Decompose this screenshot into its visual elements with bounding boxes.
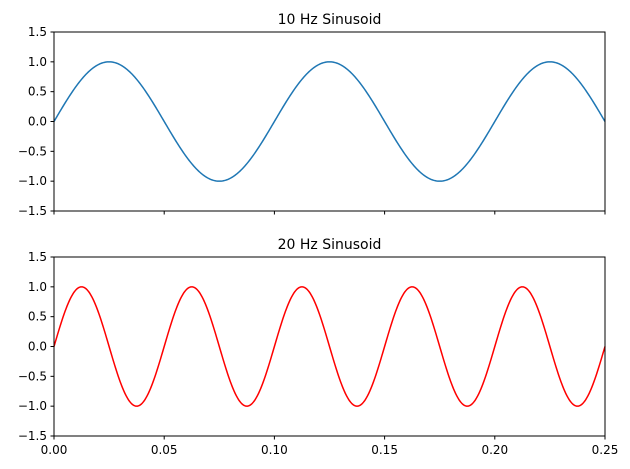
y-tick-label: 0.5	[28, 310, 47, 324]
plot-frame	[53, 31, 606, 212]
y-tick-label: 1.0	[28, 280, 47, 294]
y-tick-label: −1.0	[18, 399, 47, 413]
y-tick-label: 1.5	[28, 25, 47, 39]
series-line-20hz	[53, 286, 606, 407]
y-tick-label: 0.0	[28, 340, 47, 354]
y-tick-label: −1.0	[18, 174, 47, 188]
chart-10hz: 10 Hz Sinusoid −1.5 −1.0 −0.5 0.0 0.5 1.0 1.5	[18, 12, 606, 218]
x-tick-label: 0.25	[592, 443, 619, 457]
x-tick-label: 0.15	[371, 443, 398, 457]
y-tick-label: −1.5	[18, 204, 47, 218]
x-tick-label: 0.00	[41, 443, 68, 457]
chart-title: 20 Hz Sinusoid	[278, 237, 382, 253]
y-tick-label: −1.5	[18, 429, 47, 443]
x-tick-label: 0.05	[151, 443, 178, 457]
x-tick-label: 0.10	[261, 443, 288, 457]
y-tick-label: 1.0	[28, 55, 47, 69]
x-tick-label: 0.20	[481, 443, 508, 457]
y-tick-label: 0.5	[28, 85, 47, 99]
y-tick-label: 1.5	[28, 250, 47, 264]
y-tick-label: −0.5	[18, 144, 47, 158]
y-tick-label: −0.5	[18, 369, 47, 383]
chart-title: 10 Hz Sinusoid	[278, 12, 382, 28]
series-line-10hz	[53, 61, 606, 182]
chart-20hz: 20 Hz Sinusoid −1.5 −1.0 −0.5 0.0 0.5 1.0 1.5 0.…	[18, 237, 619, 457]
y-tick-label: 0.0	[28, 115, 47, 129]
